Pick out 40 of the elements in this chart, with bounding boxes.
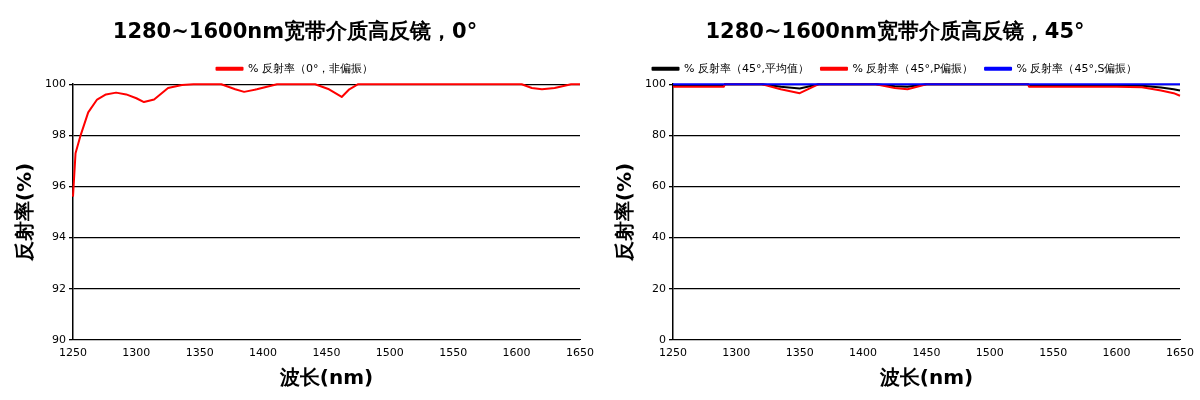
x-tick-label: 1250 <box>659 346 687 360</box>
x-tick-label: 1650 <box>566 346 594 360</box>
legend-label: % 反射率（45°,平均值） <box>684 61 809 75</box>
x-tick-label: 1650 <box>1166 346 1194 360</box>
x-tick-label: 1600 <box>502 346 531 360</box>
x-tick-label: 1550 <box>439 346 468 360</box>
x-tick-label: 1550 <box>1039 346 1068 360</box>
x-tick-label: 1250 <box>59 346 87 360</box>
x-tick-label: 1300 <box>722 346 751 360</box>
y-tick-label: 80 <box>652 128 666 142</box>
x-tick-label: 1450 <box>312 346 341 360</box>
y-axis-title: 反射率(%) <box>612 162 637 263</box>
y-tick-label: 100 <box>645 77 666 91</box>
y-tick-label: 92 <box>52 281 66 295</box>
x-tick-label: 1400 <box>849 346 878 360</box>
y-tick-label: 0 <box>659 332 666 346</box>
y-tick-label: 96 <box>52 179 66 193</box>
legend-label: % 反射率（0°，非偏振） <box>248 61 374 75</box>
y-axis-title: 反射率(%) <box>12 162 37 263</box>
x-axis-title: 波长(nm) <box>278 365 374 390</box>
x-tick-label: 1450 <box>912 346 941 360</box>
y-tick-label: 90 <box>52 332 66 346</box>
x-tick-label: 1350 <box>785 346 814 360</box>
legend-label: % 反射率（45°,P偏振） <box>852 61 974 75</box>
chart-title: 1280~1600nm宽带介质高反镜，45° <box>705 19 1085 44</box>
legend-label: % 反射率（45°,S偏振） <box>1016 61 1138 75</box>
x-axis-title: 波长(nm) <box>878 365 974 390</box>
y-tick-label: 40 <box>652 230 666 244</box>
chart-title: 1280~1600nm宽带介质高反镜，0° <box>112 19 478 44</box>
x-tick-label: 1300 <box>122 346 151 360</box>
x-tick-label: 1600 <box>1102 346 1131 360</box>
x-tick-label: 1500 <box>375 346 404 360</box>
y-tick-label: 60 <box>652 179 666 193</box>
y-tick-label: 94 <box>52 230 66 244</box>
y-tick-label: 98 <box>52 128 66 142</box>
y-tick-label: 20 <box>652 281 666 295</box>
x-tick-label: 1350 <box>185 346 214 360</box>
y-tick-label: 100 <box>45 77 66 91</box>
x-tick-label: 1500 <box>975 346 1004 360</box>
x-tick-label: 1400 <box>249 346 278 360</box>
